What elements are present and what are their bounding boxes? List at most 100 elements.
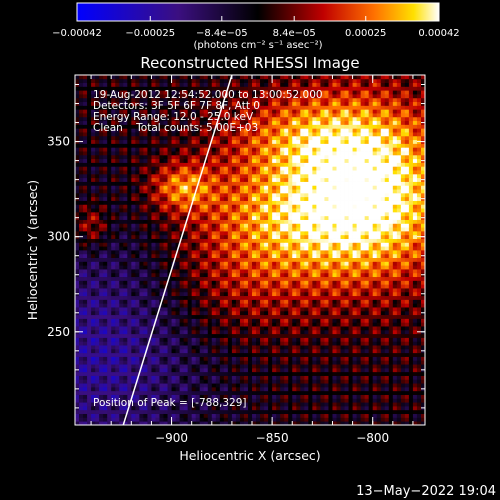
heatmap-cell <box>260 223 265 228</box>
heatmap-cell <box>276 360 281 365</box>
heatmap-cell <box>344 219 349 224</box>
heatmap-cell <box>215 322 221 327</box>
heatmap-cell <box>396 364 402 369</box>
heatmap-cell <box>171 371 176 376</box>
heatmap-cell <box>368 307 374 312</box>
heatmap-cell <box>103 379 108 384</box>
heatmap-cell <box>227 318 233 323</box>
heatmap-cell <box>336 291 341 297</box>
heatmap-cell <box>380 219 386 224</box>
heatmap-cell <box>268 299 273 304</box>
heatmap-cell <box>127 318 132 323</box>
heatmap-cell <box>264 360 269 365</box>
heatmap-cell <box>207 375 213 380</box>
heatmap-cell <box>396 375 402 380</box>
heatmap-cell <box>123 295 128 300</box>
heatmap-cell <box>352 208 358 213</box>
heatmap-cell <box>388 215 394 220</box>
heatmap-cell <box>151 227 156 232</box>
heatmap-cell <box>252 390 257 395</box>
heatmap-cell <box>187 219 193 224</box>
heatmap-cell <box>139 318 144 323</box>
heatmap-cell <box>340 390 345 395</box>
heatmap-cell <box>264 375 269 380</box>
heatmap-cell <box>139 276 144 281</box>
heatmap-cell <box>127 421 132 425</box>
heatmap-cell <box>139 303 144 308</box>
heatmap-cell <box>179 421 185 425</box>
heatmap-cell <box>179 341 185 346</box>
heatmap-cell <box>227 375 233 380</box>
heatmap-cell <box>119 227 124 232</box>
heatmap-cell <box>183 250 189 255</box>
heatmap-cell <box>376 215 382 220</box>
heatmap-cell <box>392 329 398 335</box>
heatmap-cell <box>412 333 418 338</box>
heatmap-cell <box>207 280 213 285</box>
heatmap-cell <box>95 352 100 357</box>
heatmap-cell <box>163 356 168 361</box>
heatmap-cell <box>167 322 172 327</box>
heatmap-cell <box>368 276 374 281</box>
heatmap-cell <box>163 326 168 331</box>
heatmap-cell <box>247 227 253 232</box>
heatmap-cell <box>352 223 358 228</box>
heatmap-cell <box>388 269 394 274</box>
heatmap-cell <box>179 269 185 274</box>
heatmap-cell <box>340 326 345 331</box>
heatmap-cell <box>91 367 96 373</box>
heatmap-cell <box>304 276 309 281</box>
heatmap-cell <box>296 280 301 285</box>
heatmap-cell <box>83 383 88 388</box>
heatmap-cell <box>79 405 84 411</box>
heatmap-cell <box>324 341 329 346</box>
heatmap-cell <box>368 253 374 258</box>
heatmap-cell <box>151 329 156 335</box>
heatmap-cell <box>163 341 168 346</box>
heatmap-cell <box>223 219 229 224</box>
heatmap-cell <box>412 352 418 357</box>
heatmap-cell <box>183 307 189 312</box>
heatmap-cell <box>163 307 168 312</box>
heatmap-cell <box>219 234 225 239</box>
heatmap-cell <box>91 352 96 357</box>
heatmap-cell <box>199 348 205 354</box>
heatmap-cell <box>143 291 148 297</box>
heatmap-cell <box>79 204 84 209</box>
heatmap-cell <box>187 413 193 418</box>
heatmap-cell <box>163 230 168 236</box>
heatmap-cell <box>243 219 249 224</box>
heatmap-cell <box>316 246 321 251</box>
heatmap-cell <box>219 314 225 319</box>
heatmap-cell <box>420 280 425 285</box>
heatmap-cell <box>195 299 201 304</box>
heatmap-cell <box>360 284 366 289</box>
heatmap-cell <box>95 253 100 258</box>
heatmap-cell <box>264 402 269 407</box>
heatmap-cell <box>115 379 120 384</box>
heatmap-cell <box>191 360 197 365</box>
heatmap-cell <box>79 261 84 266</box>
heatmap-cell <box>360 291 366 297</box>
heatmap-cell <box>243 253 249 258</box>
heatmap-cell <box>320 329 325 335</box>
heatmap-cell <box>207 284 213 289</box>
heatmap-cell <box>239 265 245 270</box>
heatmap-cell <box>412 291 418 297</box>
heatmap-cell <box>408 246 414 251</box>
heatmap-cell <box>107 348 112 354</box>
heatmap-cell <box>312 390 317 395</box>
heatmap-cell <box>203 333 209 338</box>
heatmap-cell <box>147 284 152 289</box>
heatmap-cell <box>95 276 100 281</box>
heatmap-cell <box>420 398 425 403</box>
heatmap-cell <box>352 337 358 342</box>
heatmap-cell <box>195 394 201 399</box>
heatmap-cell <box>183 352 189 357</box>
heatmap-cell <box>340 375 345 380</box>
heatmap-cell <box>203 402 209 407</box>
heatmap-cell <box>396 208 402 213</box>
heatmap-cell <box>211 284 217 289</box>
heatmap-cell <box>416 314 422 319</box>
heatmap-cell <box>312 208 317 213</box>
